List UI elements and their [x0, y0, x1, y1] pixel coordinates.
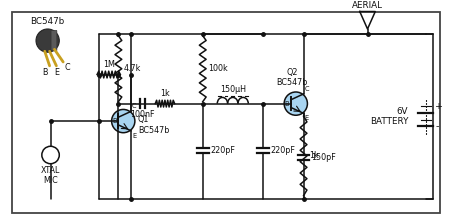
Text: E: E: [54, 68, 59, 77]
Text: B: B: [284, 101, 288, 107]
Text: XTAL
MIC: XTAL MIC: [41, 166, 60, 185]
Text: 100nF: 100nF: [130, 110, 155, 119]
Text: E: E: [132, 133, 136, 139]
Text: C: C: [132, 103, 136, 109]
Text: Q2
BC547b: Q2 BC547b: [276, 68, 307, 87]
Text: C: C: [304, 86, 308, 92]
Text: B: B: [42, 68, 47, 77]
Text: 100k: 100k: [207, 64, 227, 73]
Text: +: +: [434, 102, 442, 111]
Text: 150μH: 150μH: [219, 85, 245, 94]
Text: 4.7k: 4.7k: [124, 64, 141, 73]
Text: 220pF: 220pF: [270, 146, 295, 155]
Text: 1M: 1M: [102, 60, 115, 69]
Text: 6V
BATTERY: 6V BATTERY: [369, 107, 407, 126]
Circle shape: [284, 92, 307, 115]
Text: E: E: [304, 115, 308, 121]
FancyBboxPatch shape: [12, 12, 439, 213]
Text: BC547b: BC547b: [31, 17, 64, 26]
Text: Q1
BC547b: Q1 BC547b: [138, 115, 169, 135]
Text: 150pF: 150pF: [311, 153, 335, 162]
Text: AERIAL: AERIAL: [351, 1, 382, 10]
Text: 1k: 1k: [160, 89, 170, 98]
Text: -: -: [434, 122, 438, 131]
Text: C: C: [64, 63, 69, 72]
Text: B: B: [112, 118, 116, 124]
Text: 220pF: 220pF: [210, 146, 235, 155]
Circle shape: [111, 109, 134, 133]
FancyBboxPatch shape: [51, 31, 57, 51]
Circle shape: [36, 29, 59, 52]
Text: 1k: 1k: [308, 152, 318, 160]
